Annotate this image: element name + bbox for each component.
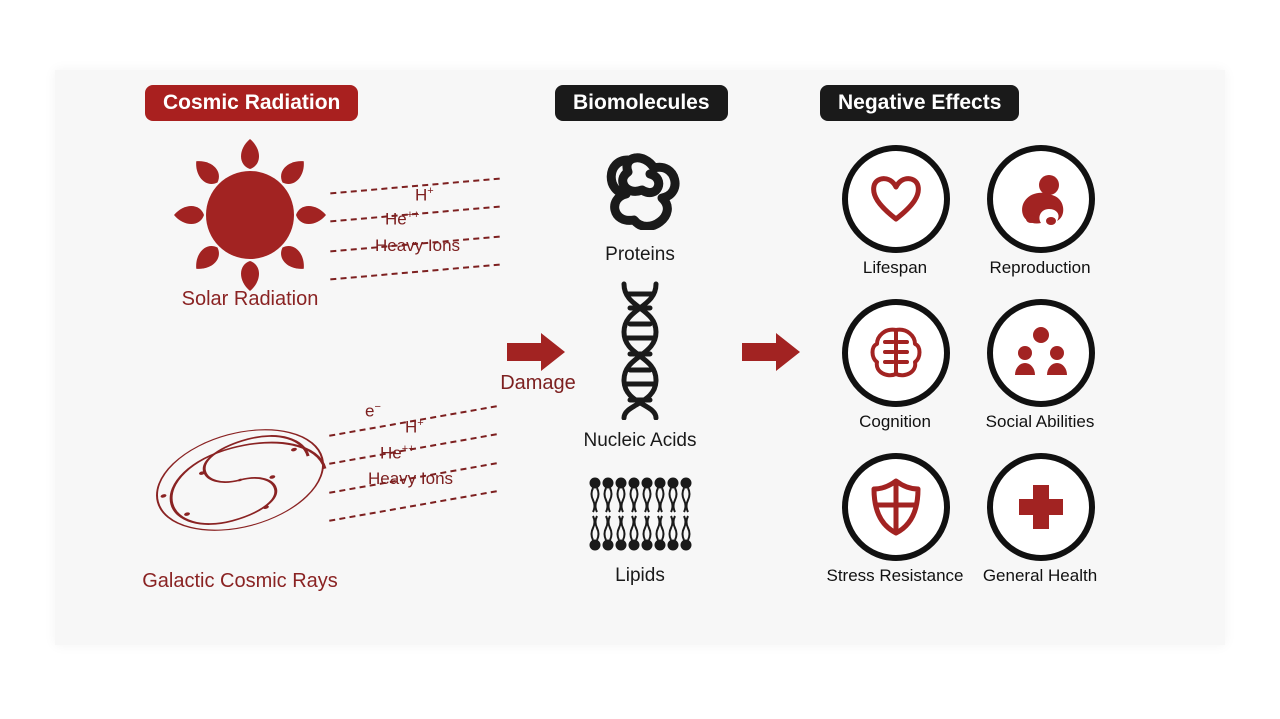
particle-label: e− bbox=[365, 401, 381, 422]
people-icon bbox=[1009, 321, 1073, 385]
baby-icon bbox=[1011, 169, 1071, 229]
effect-stress-label: Stress Resistance bbox=[827, 566, 964, 586]
effect-reproduction-label: Reproduction bbox=[989, 258, 1090, 278]
lipids-label: Lipids bbox=[615, 565, 665, 587]
particle-label: He++ bbox=[385, 209, 420, 230]
solar-radiation-label: Solar Radiation bbox=[182, 288, 319, 311]
effect-cognition-label: Cognition bbox=[859, 412, 931, 432]
proteins-label: Proteins bbox=[605, 244, 675, 266]
lipid-icon bbox=[585, 475, 695, 553]
particle-label: Heavy Ions bbox=[368, 469, 453, 489]
diagram-canvas: { "type": "infographic", "background_col… bbox=[0, 0, 1280, 719]
heart-icon bbox=[868, 171, 924, 227]
damage-arrow-icon bbox=[505, 330, 569, 374]
protein-icon bbox=[598, 150, 686, 230]
effect-reproduction-circle bbox=[987, 145, 1095, 253]
header-cosmic-label: Cosmic Radiation bbox=[163, 91, 340, 114]
particle-label: H+ bbox=[405, 417, 424, 438]
nucleic-acids-label: Nucleic Acids bbox=[584, 430, 697, 452]
shield-icon bbox=[868, 477, 924, 537]
effect-health-circle bbox=[987, 453, 1095, 561]
header-negative-effects: Negative Effects bbox=[820, 85, 1019, 121]
effect-social-circle bbox=[987, 299, 1095, 407]
damage-label: Damage bbox=[500, 372, 576, 395]
effect-social-label: Social Abilities bbox=[986, 412, 1095, 432]
sun-icon bbox=[170, 135, 330, 295]
particle-label: Heavy Ions bbox=[375, 236, 460, 256]
effect-stress-circle bbox=[842, 453, 950, 561]
particle-label: H+ bbox=[415, 185, 434, 206]
cross-icon bbox=[1013, 479, 1069, 535]
header-effects-label: Negative Effects bbox=[838, 91, 1001, 114]
effect-lifespan-label: Lifespan bbox=[863, 258, 927, 278]
effect-cognition-circle bbox=[842, 299, 950, 407]
galactic-rays-label: Galactic Cosmic Rays bbox=[142, 570, 338, 593]
galaxy-icon bbox=[140, 395, 340, 565]
dna-icon bbox=[612, 280, 668, 420]
brain-icon bbox=[865, 322, 927, 384]
header-cosmic-radiation: Cosmic Radiation bbox=[145, 85, 358, 121]
effects-arrow-icon bbox=[740, 330, 804, 374]
header-bio-label: Biomolecules bbox=[573, 91, 710, 114]
header-biomolecules: Biomolecules bbox=[555, 85, 728, 121]
effect-health-label: General Health bbox=[983, 566, 1097, 586]
particle-label: He++ bbox=[380, 443, 415, 464]
effect-lifespan-circle bbox=[842, 145, 950, 253]
